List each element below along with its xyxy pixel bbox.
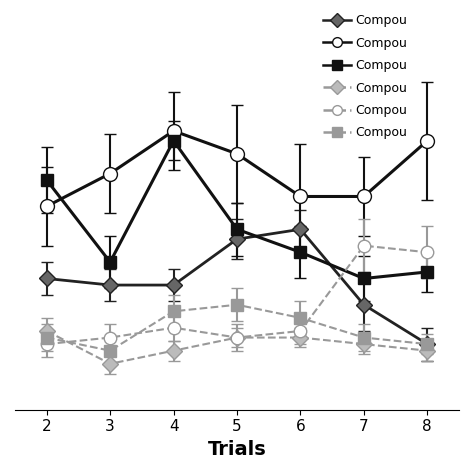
X-axis label: Trials: Trials	[208, 440, 266, 459]
Legend: Compou, Compou, Compou, Compou, Compou, Compou: Compou, Compou, Compou, Compou, Compou, …	[323, 14, 408, 139]
